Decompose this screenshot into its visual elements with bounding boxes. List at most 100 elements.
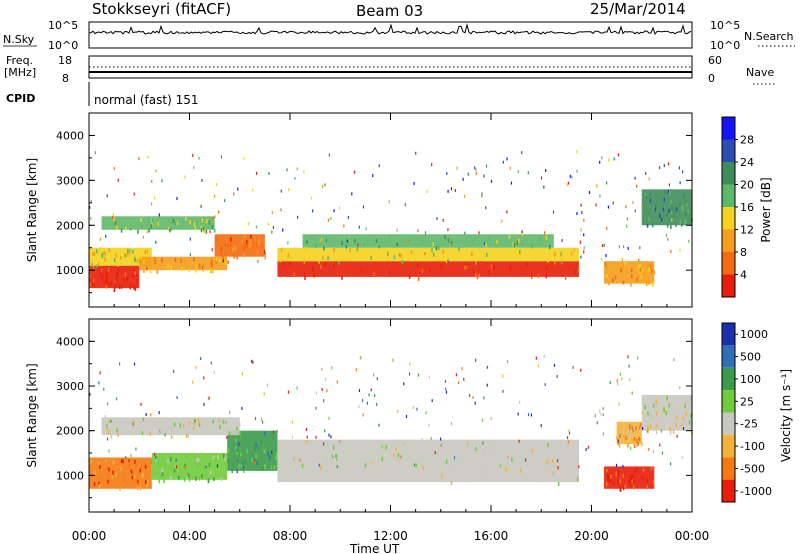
velocity-speckle — [171, 428, 173, 433]
velocity-noise — [556, 374, 558, 378]
velocity-noise — [376, 402, 378, 406]
velocity-noise — [403, 382, 405, 386]
velocity-noise — [150, 413, 152, 417]
power-speckle — [410, 253, 413, 258]
velocity-speckle — [638, 429, 641, 434]
velocity-speckle — [301, 463, 304, 468]
power-noise — [252, 188, 254, 192]
power-speckle — [293, 272, 295, 277]
power-speckle — [201, 218, 204, 223]
power-speckle — [487, 236, 490, 241]
velocity-noise — [266, 383, 269, 387]
time-axis-label: Time UT — [349, 542, 400, 554]
power-speckle — [318, 259, 320, 264]
velocity-noise — [622, 464, 624, 468]
velocity-speckle — [610, 479, 612, 484]
power-speckle — [636, 277, 638, 282]
power-noise — [161, 179, 163, 183]
velocity-colorbar-label: 25 — [740, 395, 754, 408]
power-noise — [510, 181, 513, 185]
velocity-noise — [362, 413, 364, 417]
velocity-noise — [98, 381, 100, 385]
velocity-colorbar-segment — [722, 323, 735, 346]
velocity-speckle — [195, 454, 197, 459]
power-speckle — [161, 258, 164, 263]
velocity-speckle — [160, 473, 162, 478]
power-noise — [333, 209, 335, 213]
power-noise — [456, 166, 458, 170]
velocity-speckle — [320, 465, 322, 470]
power-speckle — [356, 247, 359, 252]
power-speckle — [671, 206, 674, 211]
power-noise — [567, 181, 569, 185]
velocity-colorbar-label: -25 — [740, 418, 758, 431]
velocity-noise — [140, 402, 142, 406]
velocity-noise — [572, 366, 574, 370]
velocity-speckle — [195, 476, 197, 481]
velocity-speckle — [144, 464, 147, 469]
power-speckle — [167, 263, 169, 268]
power-noise — [280, 189, 282, 193]
power-speckle — [327, 256, 329, 261]
velocity-speckle — [107, 430, 110, 435]
velocity-noise — [673, 358, 675, 362]
velocity-noise — [125, 456, 127, 460]
velocity-speckle — [149, 432, 151, 437]
power-speckle — [134, 286, 137, 291]
velocity-colorbar-title: Velocity [m s⁻¹] — [779, 369, 793, 462]
velocity-ylabel: Slant Range [km] — [25, 363, 39, 467]
power-speckle — [290, 257, 293, 262]
velocity-noise — [175, 465, 177, 469]
velocity-speckle — [242, 466, 245, 471]
velocity-speckle — [142, 473, 144, 478]
power-speckle — [92, 279, 95, 284]
power-colorbar-segment — [722, 117, 735, 140]
velocity-speckle — [240, 452, 242, 457]
power-speckle — [215, 237, 218, 242]
power-speckle — [447, 238, 450, 243]
velocity-noise — [517, 412, 519, 416]
power-speckle — [417, 276, 420, 281]
velocity-speckle — [170, 476, 172, 481]
power-noise — [296, 167, 298, 171]
power-speckle — [666, 212, 669, 217]
velocity-noise — [306, 435, 308, 439]
power-speckle — [564, 275, 567, 280]
power-speckle — [114, 284, 117, 289]
velocity-speckle — [198, 461, 201, 466]
velocity-speckle — [493, 446, 496, 451]
power-colorbar-segment — [722, 229, 735, 252]
power-noise — [617, 153, 619, 157]
velocity-noise — [315, 391, 318, 395]
velocity-speckle — [638, 437, 641, 442]
velocity-speckle — [628, 425, 631, 430]
velocity-noise — [276, 430, 278, 434]
velocity-band — [151, 453, 228, 480]
power-speckle — [107, 280, 110, 285]
velocity-noise — [106, 437, 109, 441]
power-colorbar-label: 24 — [740, 156, 754, 169]
velocity-speckle — [257, 445, 259, 450]
velocity-speckle — [483, 449, 485, 454]
power-noise — [658, 166, 661, 170]
velocity-speckle — [107, 479, 109, 484]
velocity-noise — [318, 463, 320, 467]
power-speckle — [345, 244, 348, 249]
power-noise — [267, 222, 269, 226]
velocity-noise — [444, 379, 447, 383]
velocity-noise — [374, 394, 376, 398]
power-speckle — [124, 226, 127, 231]
velocity-noise — [631, 391, 633, 395]
power-speckle — [605, 278, 607, 283]
power-speckle — [140, 224, 143, 229]
velocity-colorbar-label: 100 — [740, 373, 761, 386]
freq-label-2: [MHz] — [4, 66, 36, 79]
power-colorbar-label: 28 — [740, 134, 754, 147]
velocity-noise — [659, 443, 661, 447]
velocity-noise — [213, 371, 215, 375]
power-noise — [618, 245, 620, 249]
velocity-speckle — [665, 410, 668, 415]
power-speckle — [463, 265, 466, 270]
velocity-speckle — [179, 423, 182, 428]
velocity-speckle — [511, 457, 513, 462]
